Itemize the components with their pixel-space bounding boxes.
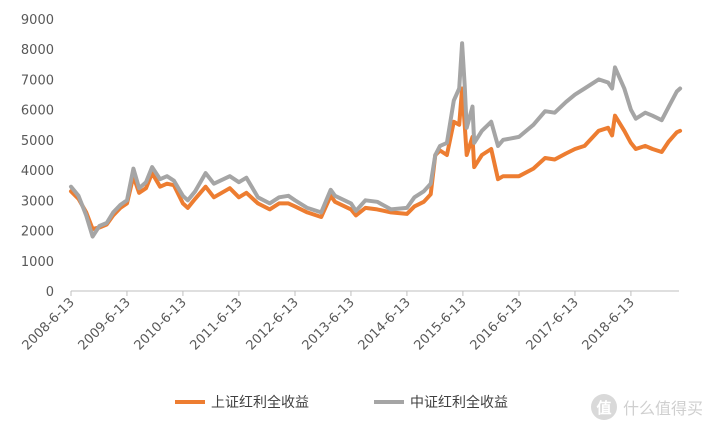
y-tick-label: 2000 — [21, 225, 54, 240]
y-tick-label: 7000 — [21, 73, 54, 88]
x-tick-label: 2017-6-13 — [524, 295, 582, 353]
x-tick-label: 2009-6-13 — [76, 295, 134, 353]
series-line-csi-dividend — [69, 41, 683, 239]
x-tick-label: 2011-6-13 — [188, 295, 246, 353]
y-tick-label: 1000 — [21, 255, 54, 270]
y-tick-label: 8000 — [21, 43, 54, 58]
x-axis: 2008-6-132009-6-132010-6-132011-6-132012… — [20, 290, 679, 353]
watermark-text: 什么值得买 — [622, 399, 703, 418]
y-tick-label: 5000 — [21, 134, 54, 149]
x-tick-label: 2015-6-13 — [412, 295, 470, 353]
x-tick-label: 2018-6-13 — [580, 295, 638, 353]
x-tick-label: 2010-6-13 — [132, 295, 190, 353]
series-layer — [69, 41, 683, 239]
y-tick-label: 0 — [46, 285, 54, 300]
y-tick-label: 6000 — [21, 104, 54, 119]
x-tick-label: 2013-6-13 — [300, 295, 358, 353]
y-tick-label: 3000 — [21, 194, 54, 209]
smzdm-logo-icon: 值 — [590, 394, 617, 420]
series-line-sse-dividend — [69, 86, 683, 231]
x-tick-label: 2016-6-13 — [468, 295, 526, 353]
x-tick-label: 2012-6-13 — [244, 295, 302, 353]
legend-label: 中证红利全收益 — [410, 394, 508, 411]
y-tick-label: 9000 — [21, 13, 54, 28]
legend-label: 上证红利全收益 — [211, 394, 309, 411]
x-tick-label: 2008-6-13 — [20, 295, 78, 353]
legend: 上证红利全收益 中证红利全收益 — [175, 394, 508, 411]
y-axis: 0 1000 2000 3000 4000 5000 6000 7000 8000 9000 — [21, 13, 54, 300]
watermark: 值 什么值得买 — [590, 394, 703, 420]
y-tick-label: 4000 — [21, 164, 54, 179]
x-tick-label: 2014-6-13 — [356, 295, 414, 353]
